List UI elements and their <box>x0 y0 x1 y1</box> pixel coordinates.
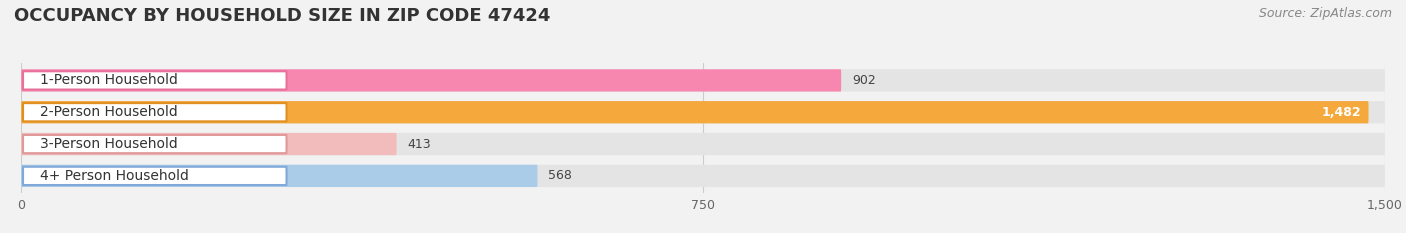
Text: 568: 568 <box>548 169 572 182</box>
Text: 413: 413 <box>408 137 432 151</box>
Text: 1,482: 1,482 <box>1322 106 1361 119</box>
Text: Source: ZipAtlas.com: Source: ZipAtlas.com <box>1258 7 1392 20</box>
FancyBboxPatch shape <box>22 103 287 121</box>
Text: 2-Person Household: 2-Person Household <box>39 105 177 119</box>
FancyBboxPatch shape <box>21 69 841 92</box>
Text: 1-Person Household: 1-Person Household <box>39 73 177 87</box>
Text: OCCUPANCY BY HOUSEHOLD SIZE IN ZIP CODE 47424: OCCUPANCY BY HOUSEHOLD SIZE IN ZIP CODE … <box>14 7 550 25</box>
FancyBboxPatch shape <box>21 133 1385 155</box>
Text: 3-Person Household: 3-Person Household <box>39 137 177 151</box>
FancyBboxPatch shape <box>21 165 537 187</box>
Text: 902: 902 <box>852 74 876 87</box>
FancyBboxPatch shape <box>22 135 287 153</box>
FancyBboxPatch shape <box>22 167 287 185</box>
FancyBboxPatch shape <box>21 133 396 155</box>
FancyBboxPatch shape <box>22 71 287 89</box>
Text: 4+ Person Household: 4+ Person Household <box>39 169 188 183</box>
FancyBboxPatch shape <box>21 69 1385 92</box>
FancyBboxPatch shape <box>21 101 1385 123</box>
FancyBboxPatch shape <box>21 101 1368 123</box>
FancyBboxPatch shape <box>21 165 1385 187</box>
